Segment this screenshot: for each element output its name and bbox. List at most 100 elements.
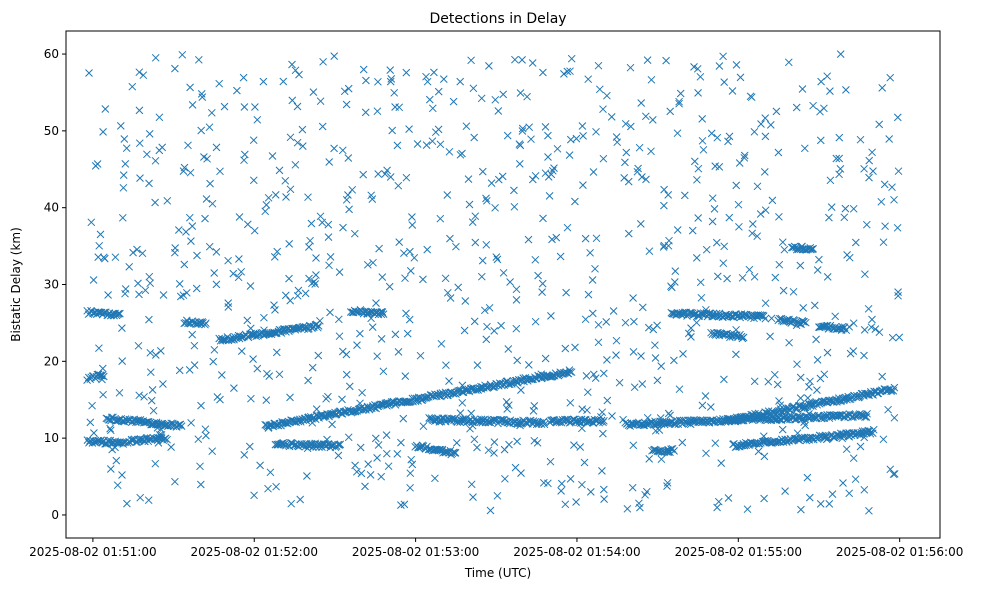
- data-point: [386, 77, 395, 86]
- y-tick-label: 0: [51, 508, 59, 522]
- data-point: [179, 291, 188, 300]
- data-point: [839, 479, 847, 487]
- data-point: [579, 132, 587, 140]
- data-point: [676, 89, 685, 98]
- data-point: [316, 97, 325, 106]
- data-point: [135, 391, 144, 400]
- data-point: [630, 383, 639, 392]
- data-point: [262, 396, 271, 404]
- data-point: [138, 249, 147, 258]
- data-point: [623, 504, 632, 513]
- y-axis-ticks: 0 10 20 30 40 50 60: [44, 47, 66, 522]
- data-point: [557, 487, 565, 495]
- data-point: [321, 412, 330, 420]
- data-point: [436, 214, 445, 223]
- data-point: [706, 403, 715, 411]
- data-point: [205, 123, 214, 132]
- data-point: [851, 475, 860, 484]
- data-point: [714, 497, 723, 506]
- data-point: [120, 135, 129, 143]
- data-point: [657, 455, 666, 464]
- data-point: [402, 68, 411, 77]
- data-point: [638, 380, 647, 388]
- data-point: [359, 170, 368, 179]
- y-tick-label: 30: [44, 278, 59, 292]
- data-point: [693, 64, 702, 73]
- data-point: [428, 104, 437, 113]
- data-point: [485, 62, 493, 70]
- data-point: [208, 199, 217, 208]
- data-point: [660, 185, 668, 194]
- data-point: [212, 143, 221, 152]
- data-point: [843, 251, 851, 259]
- data-point: [527, 135, 535, 144]
- data-point: [599, 154, 608, 163]
- data-point: [760, 494, 768, 503]
- data-point: [517, 469, 525, 477]
- data-point: [698, 401, 707, 410]
- data-point: [805, 383, 813, 391]
- data-point: [846, 349, 855, 358]
- data-point: [524, 361, 533, 369]
- data-point: [356, 399, 364, 408]
- data-point: [785, 338, 793, 347]
- data-point: [251, 103, 259, 111]
- data-point: [440, 391, 449, 400]
- data-point: [368, 323, 377, 331]
- data-point: [285, 274, 293, 283]
- data-point: [203, 154, 211, 163]
- data-point: [638, 173, 646, 181]
- data-point: [470, 317, 479, 326]
- data-point: [229, 269, 238, 278]
- data-point: [281, 291, 290, 300]
- data-point: [598, 467, 606, 475]
- data-point: [588, 276, 597, 284]
- data-point: [326, 308, 334, 317]
- data-point: [129, 248, 137, 257]
- data-point: [566, 367, 574, 376]
- data-point: [761, 114, 770, 122]
- data-point: [895, 333, 904, 342]
- data-point: [344, 154, 353, 162]
- data-point: [837, 325, 846, 334]
- data-point: [87, 218, 96, 227]
- data-point: [270, 301, 278, 309]
- data-point: [171, 64, 179, 73]
- data-point: [356, 329, 364, 338]
- data-point: [501, 474, 509, 483]
- data-point: [361, 482, 369, 491]
- data-point: [547, 170, 556, 179]
- data-point: [99, 390, 107, 399]
- data-point: [562, 288, 570, 297]
- data-point: [516, 141, 525, 150]
- data-point: [312, 254, 320, 262]
- data-point: [401, 274, 409, 283]
- data-point: [734, 200, 743, 209]
- data-point: [304, 193, 312, 202]
- data-point: [607, 113, 616, 121]
- data-point: [458, 381, 467, 390]
- data-point: [512, 324, 521, 333]
- data-point: [645, 247, 654, 256]
- data-point: [621, 158, 629, 167]
- data-point: [863, 409, 871, 418]
- data-point: [197, 401, 205, 410]
- data-point: [382, 431, 391, 439]
- data-point: [330, 52, 339, 60]
- data-point: [194, 435, 203, 444]
- data-point: [249, 136, 258, 145]
- data-point: [530, 436, 539, 445]
- data-point: [383, 166, 391, 175]
- data-point: [599, 485, 608, 494]
- data-point: [556, 252, 565, 261]
- data-point: [116, 309, 124, 318]
- data-point: [486, 506, 495, 515]
- data-point: [563, 223, 572, 232]
- data-point: [820, 370, 829, 379]
- data-point: [696, 416, 705, 424]
- data-point: [856, 135, 865, 144]
- data-point: [299, 322, 308, 331]
- data-point: [207, 108, 216, 117]
- data-point: [405, 125, 413, 133]
- data-point: [626, 122, 635, 131]
